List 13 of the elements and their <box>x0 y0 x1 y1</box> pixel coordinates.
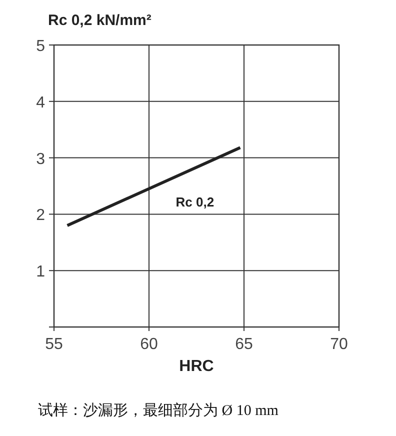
y-tick-label: 5 <box>36 38 46 55</box>
x-tick-label: 70 <box>330 336 348 353</box>
x-tick-label: 55 <box>45 336 63 353</box>
y-tick-label: 4 <box>36 94 46 112</box>
x-tick-label: 60 <box>140 336 158 353</box>
x-axis-title: HRC <box>179 358 214 375</box>
y-tick-label: 1 <box>36 264 46 281</box>
y-tick-label: 2 <box>36 207 46 224</box>
y-tick-label: 3 <box>36 150 46 168</box>
x-tick-label: 65 <box>235 336 253 353</box>
text: 试样：沙漏形，最细部分为 Ø 10 mm <box>38 402 279 419</box>
series-label: Rc 0,2 <box>176 194 214 210</box>
y-axis-title: Rc 0,2 kN/mm² <box>48 12 152 29</box>
